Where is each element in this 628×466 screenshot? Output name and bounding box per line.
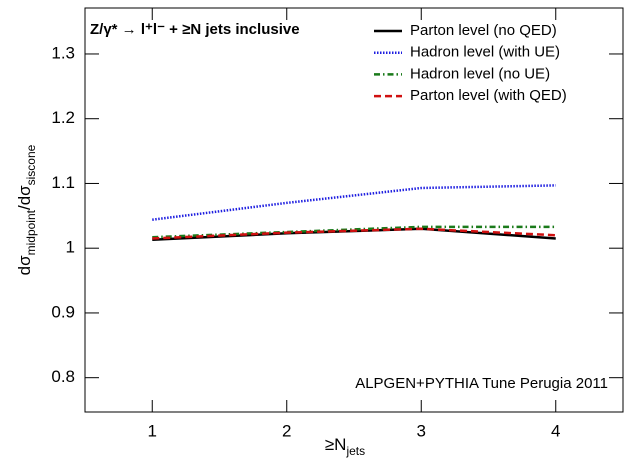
legend-label: Parton level (with QED) bbox=[410, 87, 567, 104]
y-tick-label: 1 bbox=[66, 238, 75, 257]
plot-frame bbox=[84, 7, 624, 413]
y-label-part: dσ bbox=[15, 255, 34, 275]
y-tick-label: 0.9 bbox=[51, 302, 75, 321]
x-label-main: ≥N bbox=[325, 435, 347, 454]
chart-title: Z/γ* → l⁺l⁻ + ≥N jets inclusive bbox=[90, 21, 300, 38]
annotation: ALPGEN+PYTHIA Tune Perugia 2011 bbox=[355, 375, 608, 392]
x-label-sub: jets bbox=[345, 444, 365, 458]
series-line bbox=[152, 227, 556, 240]
y-tick-label: 1.1 bbox=[51, 173, 75, 192]
y-tick-label: 1.2 bbox=[51, 108, 75, 127]
y-axis-label: dσmidpoint/dσsiscone bbox=[15, 144, 38, 275]
series-line bbox=[152, 184, 556, 221]
x-axis-label: ≥Njets bbox=[325, 435, 365, 458]
x-tick-label: 4 bbox=[551, 421, 560, 440]
x-tick-label: 1 bbox=[148, 421, 157, 440]
y-label-sub: midpoint bbox=[24, 209, 38, 255]
legend-label: Hadron level (no UE) bbox=[410, 65, 550, 82]
y-label-sub: siscone bbox=[24, 144, 38, 185]
y-tick-label: 0.8 bbox=[51, 367, 75, 386]
legend-label: Parton level (no QED) bbox=[410, 22, 557, 39]
y-label-part: /dσ bbox=[15, 185, 34, 210]
legend-label: Hadron level (with UE) bbox=[410, 44, 560, 61]
x-tick-label: 3 bbox=[417, 421, 426, 440]
x-tick-label: 2 bbox=[282, 421, 291, 440]
y-tick-label: 1.3 bbox=[51, 43, 75, 62]
